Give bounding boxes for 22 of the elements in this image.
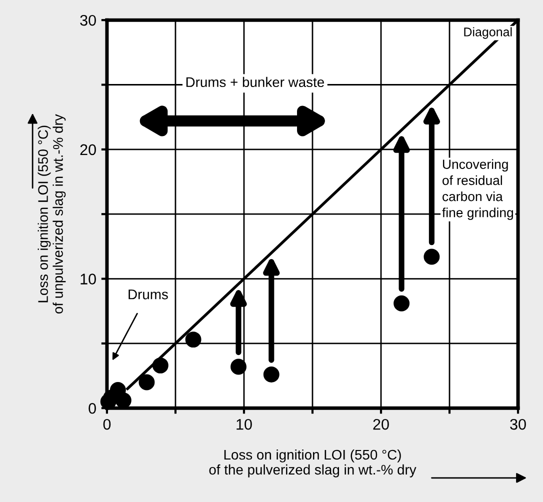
point [394, 295, 410, 312]
x-axis-title: Loss on ignition LOI (550 °C) of the pulverized slag in wt.-% dry [209, 449, 416, 478]
point [230, 358, 246, 375]
x-tick-label: 20 [373, 418, 389, 430]
y-tick-label: 20 [80, 144, 96, 156]
y-tick-label: 30 [80, 14, 96, 26]
x-tick-label: 10 [236, 418, 252, 430]
y-tick-label: 0 [88, 402, 96, 414]
x-tick-label: 30 [510, 418, 526, 430]
y-tick-label: 10 [80, 274, 96, 284]
annotation: Drums + bunker waste [186, 76, 324, 88]
annotation: Uncovering of residual carbon via fine grinding [442, 159, 514, 220]
point [138, 374, 155, 390]
point [185, 332, 202, 348]
annotation: Drums [128, 290, 168, 300]
point [115, 392, 132, 408]
point [263, 366, 280, 382]
point [152, 357, 168, 374]
point [424, 248, 440, 265]
y-axis-title: Loss on ignition LOI (550 °C) of unpulverized slag in wt.-% dry [38, 114, 66, 314]
series-label: Diagonal [464, 27, 512, 39]
x-tick-label: 0 [103, 418, 111, 430]
